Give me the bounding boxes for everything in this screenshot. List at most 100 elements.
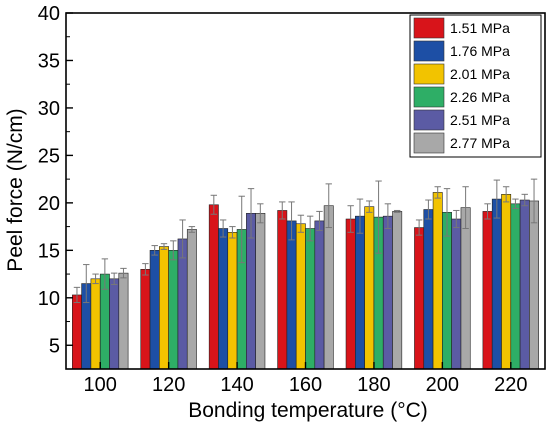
legend-swatch: [413, 40, 445, 62]
bar: [414, 227, 425, 370]
error-bar: [179, 219, 186, 259]
error-bar: [101, 258, 109, 290]
bar-layer: [72, 192, 539, 370]
x-tick-label: 120: [152, 374, 185, 396]
bar: [345, 218, 356, 370]
bar: [218, 228, 229, 370]
error-bar: [366, 200, 373, 213]
error-bar: [238, 195, 245, 264]
x-tick-label: 100: [84, 374, 117, 396]
bar: [314, 220, 325, 370]
bar: [355, 215, 365, 370]
error-bar: [530, 178, 538, 224]
legend-swatch: [413, 109, 445, 131]
x-tick-label: 180: [357, 374, 390, 396]
y-tick-label: 15: [38, 240, 60, 262]
error-bar: [443, 188, 451, 237]
x-axis-title: Bonding temperature (°C): [188, 399, 428, 422]
bar: [491, 198, 502, 370]
error-bar: [384, 203, 392, 229]
error-bar: [73, 286, 81, 304]
bar: [510, 203, 521, 370]
legend-swatch: [413, 17, 445, 39]
bar: [177, 238, 188, 370]
error-bar: [356, 198, 364, 234]
error-bar: [170, 240, 177, 261]
error-bar: [188, 226, 196, 233]
legend-label: 2.26 MPa: [450, 89, 510, 105]
error-bar: [434, 186, 441, 199]
bar: [277, 210, 288, 370]
legend-item: 2.77 MPa: [413, 132, 510, 154]
y-tick-label: 5: [49, 335, 60, 357]
error-bar: [297, 214, 305, 233]
error-bar: [493, 179, 501, 219]
legend-swatch: [413, 86, 445, 108]
bar: [168, 250, 179, 370]
error-bar: [151, 245, 158, 256]
error-bar: [142, 263, 149, 276]
error-bar: [83, 264, 90, 304]
legend-item: 2.01 MPa: [413, 63, 510, 85]
error-bar: [219, 219, 227, 238]
x-tick-label: 140: [220, 374, 253, 396]
legend-item: 1.76 MPa: [413, 40, 510, 62]
bar: [482, 211, 493, 370]
y-tick-label: 35: [38, 50, 60, 72]
error-bar: [288, 201, 295, 241]
x-tick-label: 220: [494, 374, 527, 396]
error-bar: [393, 209, 401, 213]
error-bar: [306, 215, 314, 242]
bar: [109, 278, 120, 370]
error-bar: [325, 183, 332, 229]
error-bar: [110, 272, 118, 286]
bar: [286, 220, 297, 370]
bar: [118, 272, 129, 370]
error-bar: [279, 201, 286, 220]
error-bar: [160, 243, 168, 250]
error-bar: [521, 193, 528, 207]
bar: [72, 294, 82, 370]
bar: [460, 207, 471, 370]
bar: [451, 218, 462, 370]
bar: [90, 278, 101, 370]
y-tick-label: 10: [38, 288, 60, 310]
legend-item: 2.51 MPa: [413, 109, 510, 131]
legend-label: 2.77 MPa: [450, 135, 510, 151]
error-bar: [92, 273, 99, 285]
bar: [323, 205, 334, 370]
legend-item: 2.26 MPa: [413, 86, 510, 108]
bar: [186, 229, 197, 370]
bar: [432, 192, 443, 370]
bar: [159, 246, 169, 370]
x-tick-label: 160: [289, 374, 322, 396]
error-bar: [425, 199, 432, 220]
legend-label: 1.76 MPa: [450, 43, 510, 59]
error-bar: [453, 209, 460, 229]
bar: [149, 250, 160, 370]
bar: [423, 209, 434, 370]
bar: [227, 232, 238, 370]
legend-swatch: [413, 132, 445, 154]
error-bar: [257, 203, 264, 224]
bar: [255, 213, 266, 370]
bar: [392, 211, 403, 370]
error-bar: [120, 267, 127, 279]
bar: [295, 223, 306, 370]
bar: [305, 228, 316, 370]
error-bar: [462, 186, 469, 229]
y-tick-label: 20: [38, 193, 60, 215]
error-bar-layer: [73, 178, 538, 304]
legend-swatch: [413, 63, 445, 85]
error-bar: [210, 194, 218, 215]
y-tick-label: 25: [38, 145, 60, 167]
bar: [529, 200, 539, 370]
error-bar: [347, 205, 354, 233]
error-bar: [375, 180, 382, 254]
bar: [501, 194, 512, 370]
y-tick-label: 30: [38, 98, 60, 120]
y-tick-label: 40: [38, 3, 60, 25]
error-bar: [316, 210, 323, 231]
bar: [140, 269, 151, 370]
